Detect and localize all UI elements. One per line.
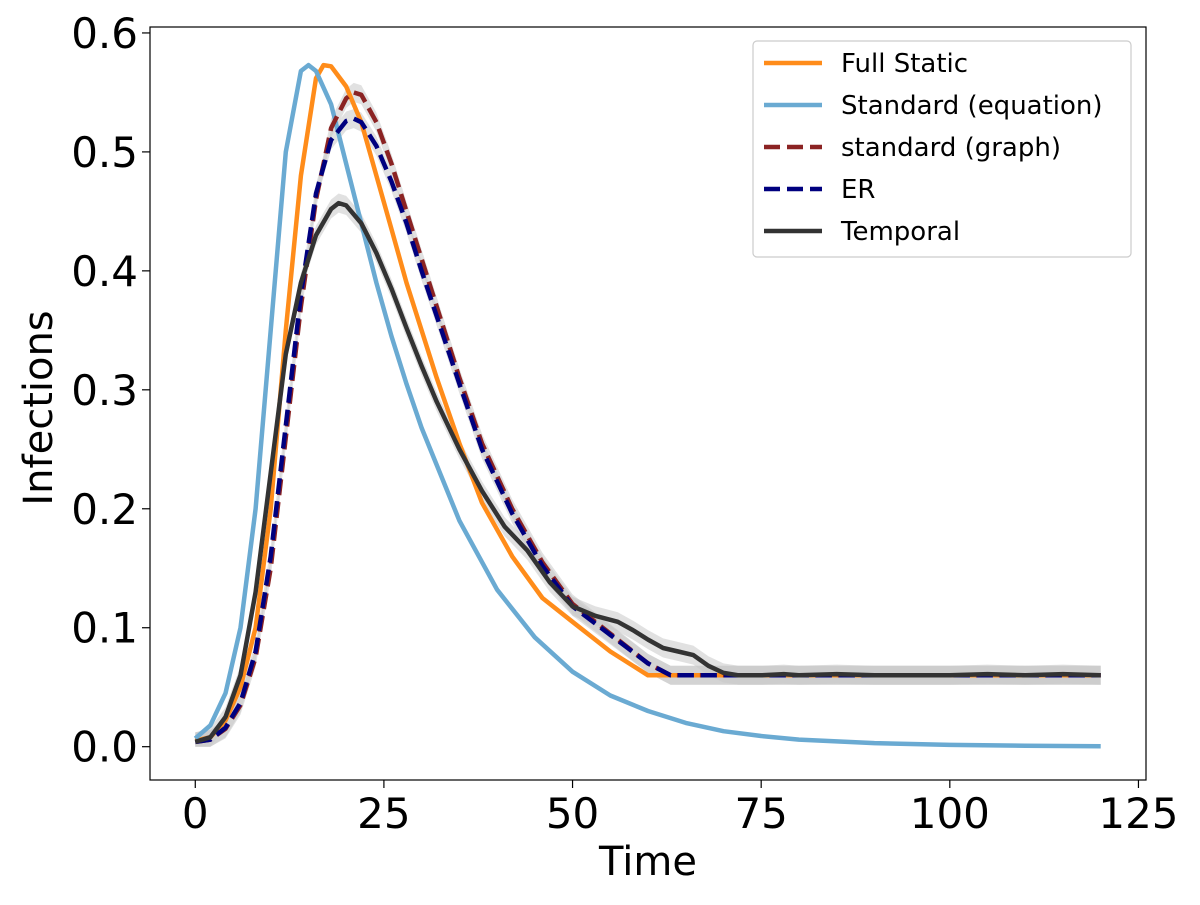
line-series-4 [194, 200, 1101, 745]
legend-label: Full Static [841, 49, 968, 79]
x-tick-label: 50 [546, 789, 599, 838]
y-tick-label: 0.6 [71, 9, 138, 58]
series-lines [193, 62, 1101, 749]
x-tick-label: 0 [182, 789, 209, 838]
legend-label: standard (graph) [841, 133, 1061, 163]
y-axis-label: Infections [16, 310, 62, 505]
y-tick-label: 0.0 [71, 723, 138, 772]
y-tick-label: 0.1 [71, 604, 138, 653]
x-axis-label: Time [598, 839, 697, 885]
legend-label: ER [841, 175, 876, 205]
x-tick-label: 100 [910, 789, 990, 838]
y-tick-label: 0.2 [71, 485, 138, 534]
line-series-3 [194, 116, 1101, 745]
legend-label: Standard (equation) [841, 91, 1103, 121]
plot-frame [149, 26, 1147, 781]
x-tick-label: 125 [1098, 789, 1178, 838]
line-series-1 [193, 62, 1101, 749]
x-tick-label: 75 [734, 789, 787, 838]
y-tick-label: 0.3 [71, 366, 138, 415]
y-tick-label: 0.5 [71, 128, 138, 177]
x-tick-label: 25 [357, 789, 410, 838]
axis-ticks: 0 25 50 75 100 125 0.0 0.1 0.2 0.3 0.4 0.5 0.6 [71, 9, 1178, 838]
legend-label: Temporal [840, 217, 960, 247]
band-series-4 [195, 193, 1101, 747]
y-tick-label: 0.4 [71, 247, 138, 296]
legend-box [752, 40, 1132, 258]
legend: Full Static Standard (equation) standard (… [752, 40, 1132, 258]
